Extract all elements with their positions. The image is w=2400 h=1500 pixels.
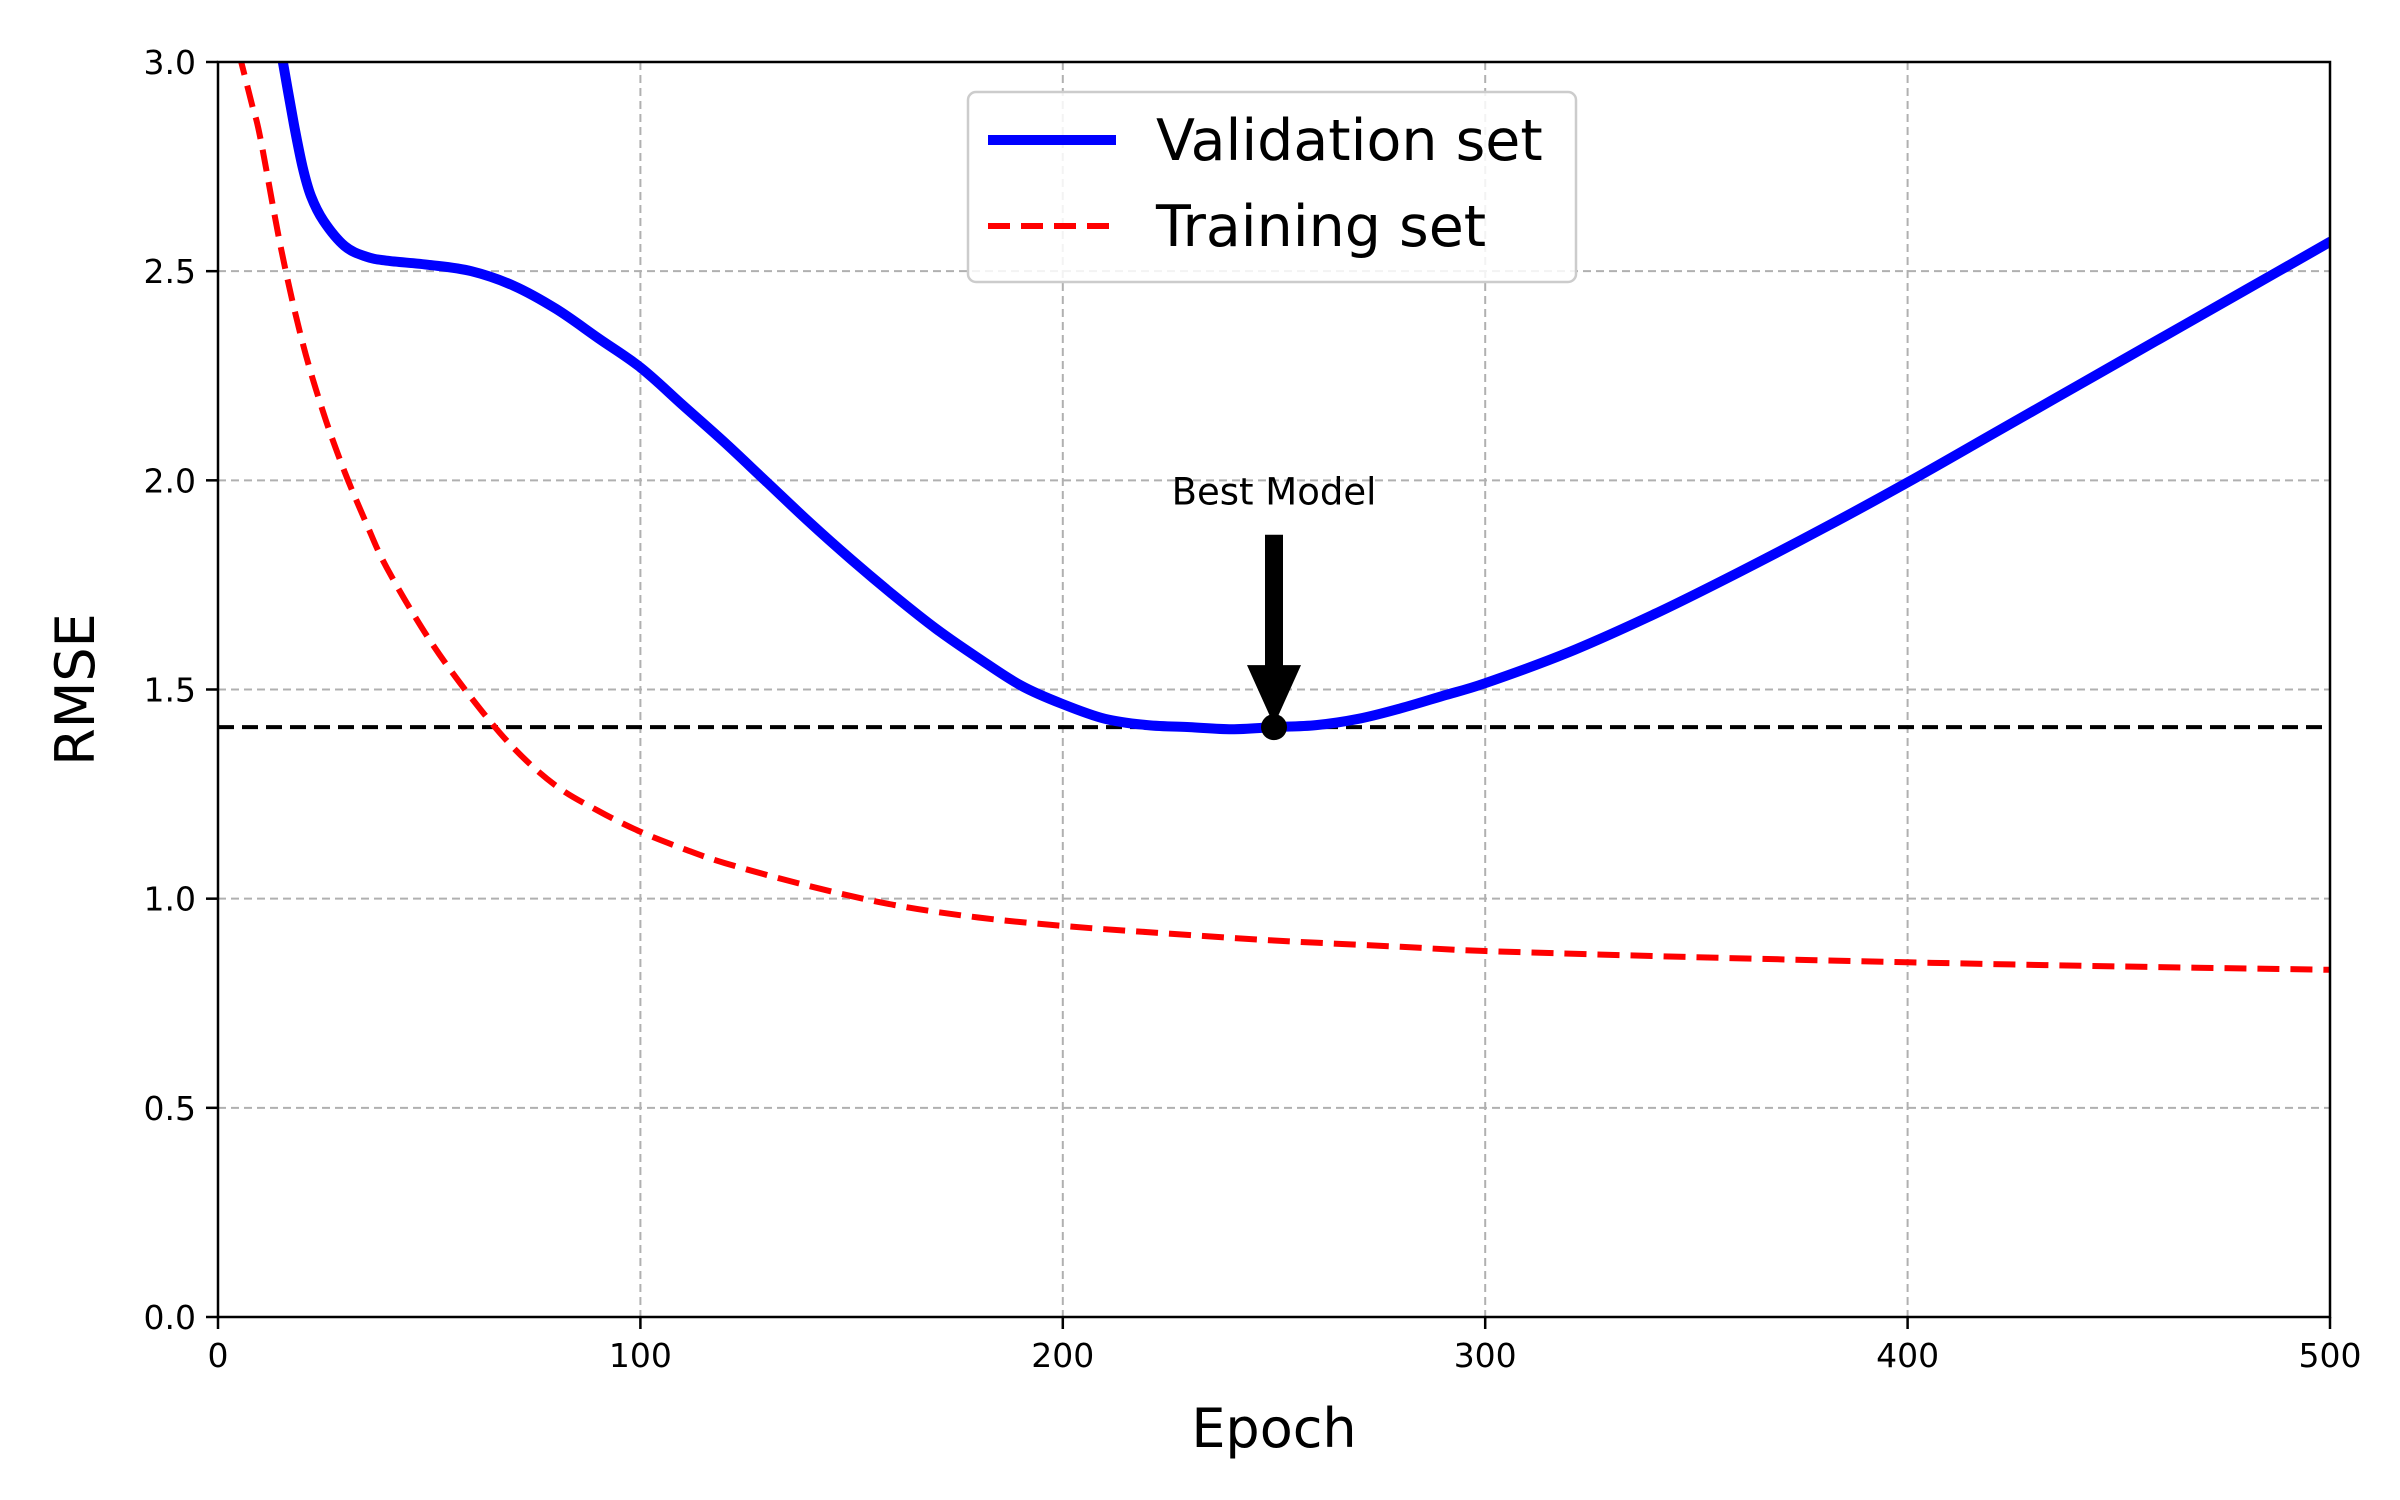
x-tick-label: 300 (1454, 1336, 1517, 1375)
x-tick-label: 100 (609, 1336, 672, 1375)
training-line (238, 62, 2330, 973)
best-model-point (1261, 714, 1287, 741)
y-tick-label: 1.0 (144, 880, 196, 919)
best-model-annotation: Best Model (1172, 471, 1377, 741)
best-model-label: Best Model (1172, 471, 1377, 514)
y-tick-label: 0.0 (144, 1298, 196, 1337)
y-tick-label: 1.5 (144, 671, 196, 710)
y-axis-title: RMSE (44, 613, 107, 766)
x-tick-label: 0 (208, 1336, 229, 1375)
x-axis-title: Epoch (1191, 1397, 1356, 1460)
y-axis-ticks: 0.0 0.5 1.0 1.5 2.0 2.5 3.0 (144, 43, 218, 1337)
best-model-arrow-head (1247, 665, 1301, 726)
y-tick-label: 3.0 (144, 43, 196, 82)
validation-line (277, 62, 2330, 735)
x-tick-label: 400 (1876, 1336, 1939, 1375)
y-tick-label: 2.0 (144, 461, 196, 500)
series-lines (238, 62, 2330, 973)
legend-label-validation: Validation set (1156, 108, 1543, 174)
y-tick-label: 2.5 (144, 252, 196, 291)
y-tick-label: 0.5 (144, 1089, 196, 1128)
legend-label-training: Training set (1155, 194, 1486, 260)
x-tick-label: 500 (2299, 1336, 2362, 1375)
x-axis-ticks: 0 100 200 300 400 500 (208, 1317, 2362, 1375)
legend-box (966, 90, 1578, 284)
legend: Validation set Training set (966, 90, 1578, 284)
x-tick-label: 200 (1031, 1336, 1094, 1375)
